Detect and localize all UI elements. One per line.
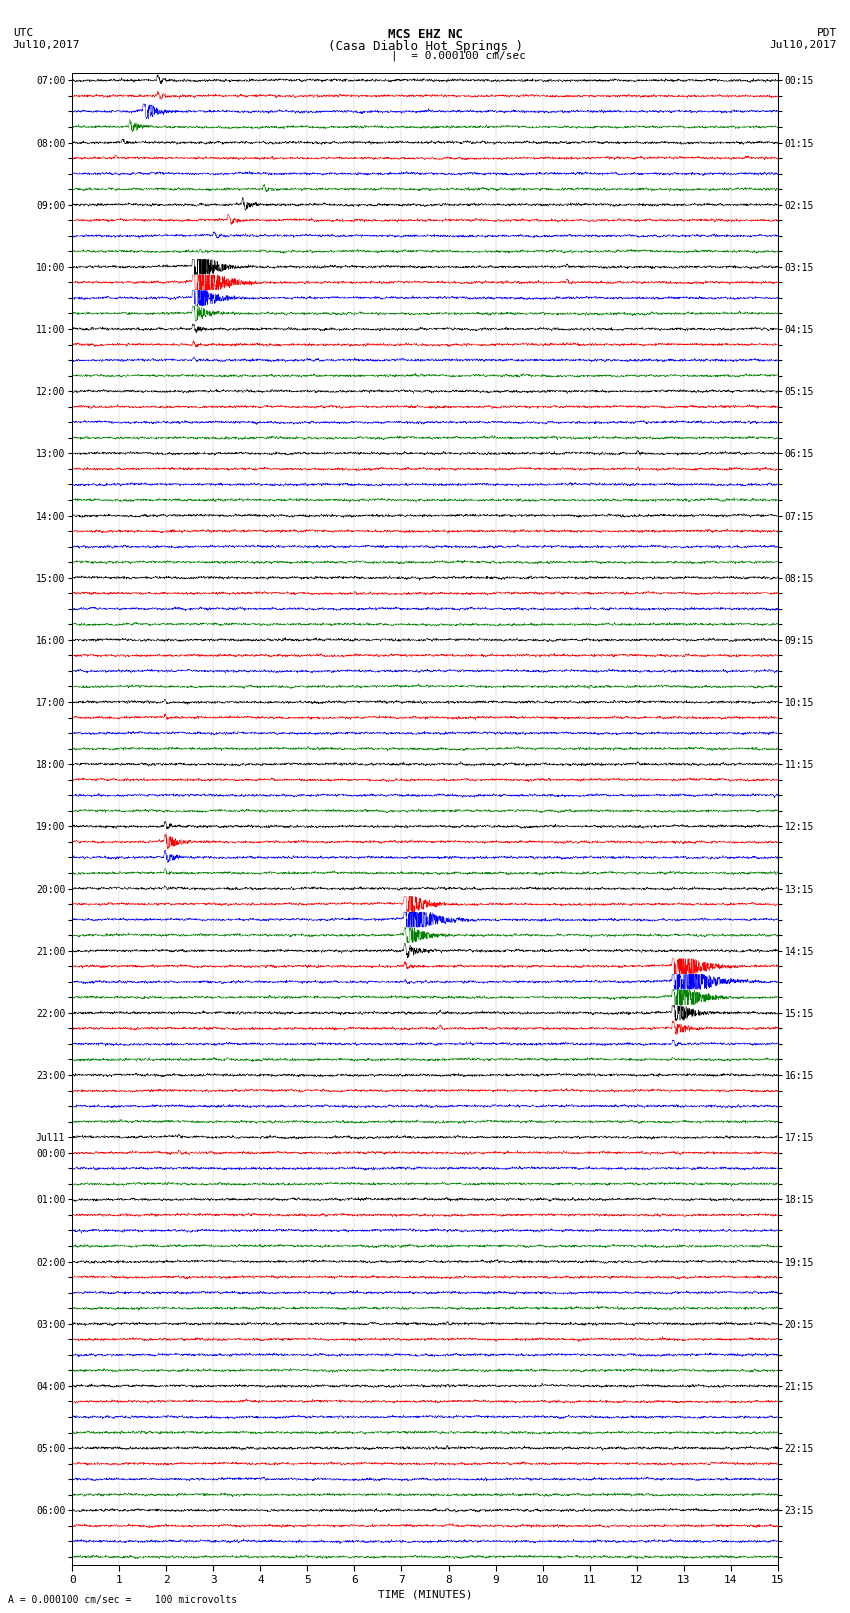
Text: (Casa Diablo Hot Springs ): (Casa Diablo Hot Springs ) bbox=[327, 39, 523, 53]
Text: PDT: PDT bbox=[817, 29, 837, 39]
Text: Jul10,2017: Jul10,2017 bbox=[13, 39, 80, 50]
Text: UTC: UTC bbox=[13, 29, 33, 39]
X-axis label: TIME (MINUTES): TIME (MINUTES) bbox=[377, 1589, 473, 1598]
Text: Jul10,2017: Jul10,2017 bbox=[770, 39, 837, 50]
Text: MCS EHZ NC: MCS EHZ NC bbox=[388, 29, 462, 42]
Text: A = 0.000100 cm/sec =    100 microvolts: A = 0.000100 cm/sec = 100 microvolts bbox=[8, 1595, 238, 1605]
Text: |  = 0.000100 cm/sec: | = 0.000100 cm/sec bbox=[391, 50, 526, 61]
